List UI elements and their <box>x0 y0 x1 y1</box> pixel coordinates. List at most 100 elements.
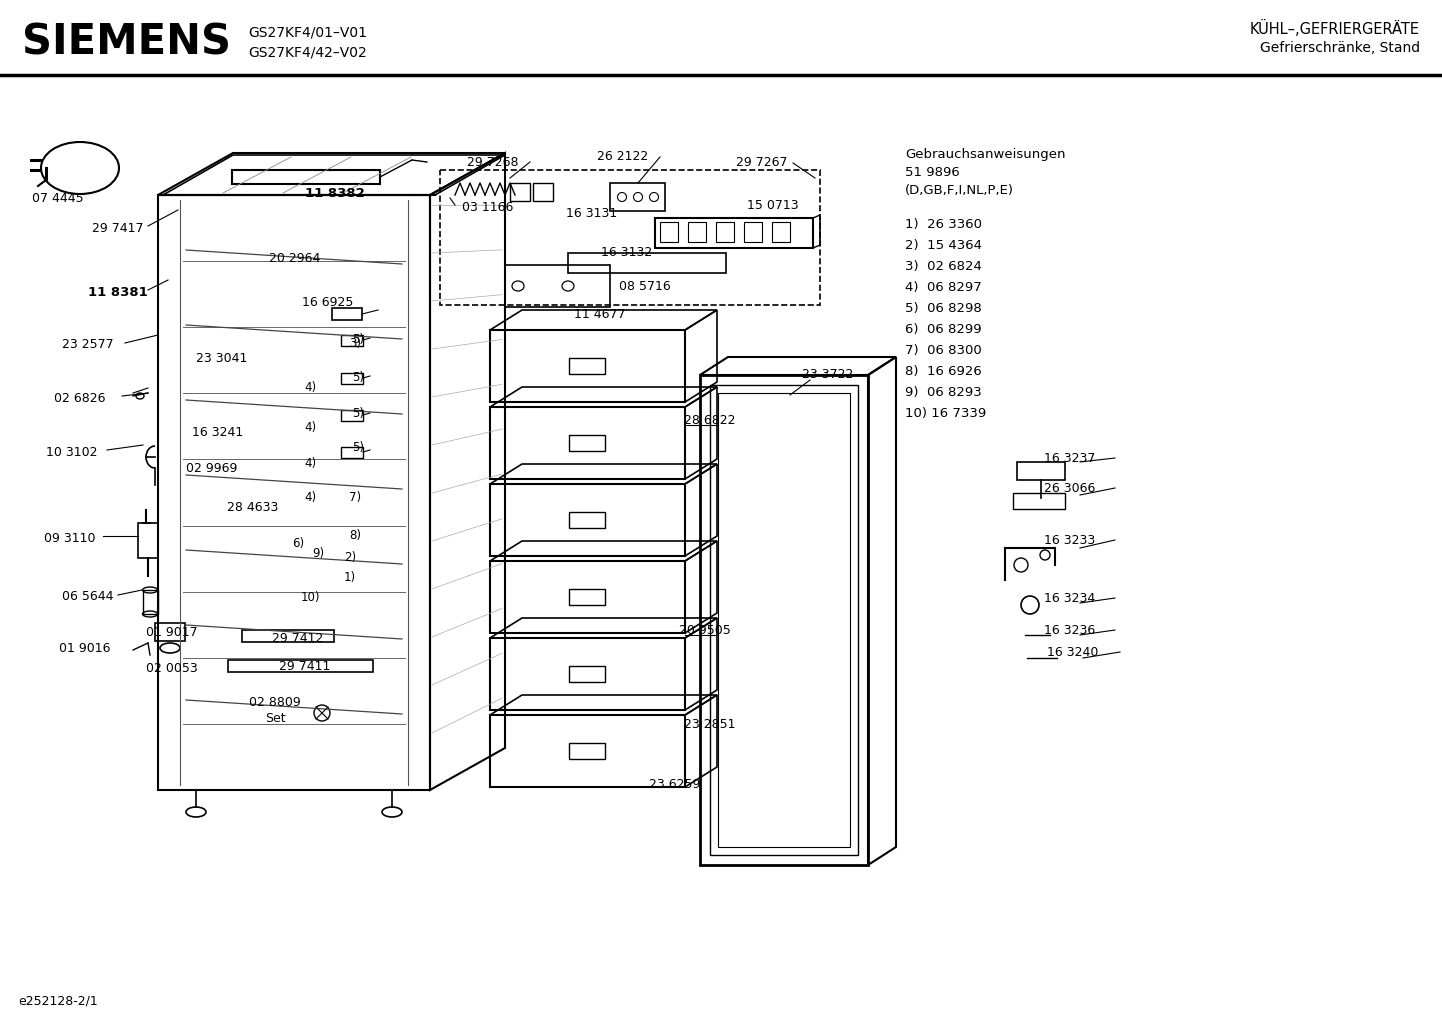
Bar <box>490 330 685 403</box>
Text: 6)  06 8299: 6) 06 8299 <box>906 323 982 336</box>
Text: 9)  06 8293: 9) 06 8293 <box>906 386 982 399</box>
Text: Set: Set <box>265 711 286 725</box>
Text: 01 9017: 01 9017 <box>146 627 198 640</box>
Text: 23 3722: 23 3722 <box>802 369 854 381</box>
Text: 4)  06 8297: 4) 06 8297 <box>906 281 982 294</box>
Bar <box>570 435 606 451</box>
Text: 3)  02 6824: 3) 02 6824 <box>906 260 982 273</box>
Text: 01 9016: 01 9016 <box>59 642 111 654</box>
Bar <box>242 630 335 642</box>
Bar <box>709 385 858 855</box>
Text: 23 3041: 23 3041 <box>196 352 248 365</box>
Bar <box>771 222 790 242</box>
Text: 16 3241: 16 3241 <box>192 426 244 438</box>
Text: 26 3066: 26 3066 <box>1044 482 1096 494</box>
Text: 20 9505: 20 9505 <box>679 624 731 637</box>
Text: 26 2122: 26 2122 <box>597 150 649 162</box>
Bar <box>159 195 430 790</box>
Text: 02 9969: 02 9969 <box>186 462 238 475</box>
Text: 02 6826: 02 6826 <box>55 391 105 405</box>
Text: 8)  16 6926: 8) 16 6926 <box>906 365 982 378</box>
Bar <box>440 170 820 305</box>
Text: 8): 8) <box>349 529 360 541</box>
Bar <box>655 218 813 248</box>
Text: 16 3132: 16 3132 <box>601 246 653 259</box>
Bar <box>570 589 606 605</box>
Text: 4): 4) <box>304 422 316 434</box>
Text: 16 3234: 16 3234 <box>1044 591 1096 604</box>
Text: 11 4677: 11 4677 <box>574 308 626 321</box>
Text: 28 4633: 28 4633 <box>228 500 278 514</box>
Text: e252128-2/1: e252128-2/1 <box>17 995 98 1008</box>
Text: 15 0713: 15 0713 <box>747 199 799 212</box>
Bar <box>490 561 685 633</box>
Text: 2)  15 4364: 2) 15 4364 <box>906 239 982 252</box>
Bar <box>1017 462 1066 480</box>
Text: SIEMENS: SIEMENS <box>22 21 231 63</box>
Text: 16 3236: 16 3236 <box>1044 624 1096 637</box>
Text: 07 4445: 07 4445 <box>32 192 84 205</box>
Text: 51 9896: 51 9896 <box>906 166 960 179</box>
Bar <box>699 375 868 865</box>
Bar <box>340 373 363 384</box>
Bar <box>660 222 678 242</box>
Text: 7)  06 8300: 7) 06 8300 <box>906 344 982 357</box>
Text: 23 2577: 23 2577 <box>62 338 114 352</box>
Text: 5): 5) <box>352 333 363 346</box>
Bar <box>154 623 185 641</box>
Text: 29 7417: 29 7417 <box>92 221 144 234</box>
Text: Gefrierschränke, Stand: Gefrierschränke, Stand <box>1260 41 1420 55</box>
Bar <box>570 358 606 374</box>
Bar <box>570 743 606 759</box>
Text: 16 3233: 16 3233 <box>1044 534 1096 546</box>
Text: 5): 5) <box>352 407 363 420</box>
Text: 28 6822: 28 6822 <box>685 414 735 427</box>
Bar <box>340 447 363 458</box>
Text: 06 5644: 06 5644 <box>62 590 114 603</box>
Text: 20 2964: 20 2964 <box>270 252 320 265</box>
Bar <box>340 410 363 421</box>
Text: 11 8382: 11 8382 <box>306 186 365 200</box>
Bar <box>490 715 685 787</box>
Bar <box>744 222 761 242</box>
Text: 16 6925: 16 6925 <box>303 297 353 310</box>
Text: 2): 2) <box>345 551 356 565</box>
Text: 10 3102: 10 3102 <box>46 446 98 460</box>
Text: 5): 5) <box>352 441 363 454</box>
Text: GS27KF4/42–V02: GS27KF4/42–V02 <box>248 45 366 59</box>
Bar <box>143 590 159 614</box>
Bar <box>505 265 610 307</box>
Text: 10) 16 7339: 10) 16 7339 <box>906 407 986 420</box>
Text: 16 3131: 16 3131 <box>567 207 617 219</box>
Bar <box>340 335 363 346</box>
Text: 29 7411: 29 7411 <box>280 659 330 673</box>
Bar <box>688 222 707 242</box>
Bar <box>570 512 606 528</box>
Text: 09 3110: 09 3110 <box>45 532 95 544</box>
Text: 23 2851: 23 2851 <box>685 718 735 732</box>
Text: 03 1166: 03 1166 <box>463 201 513 214</box>
Text: Gebrauchsanweisungen: Gebrauchsanweisungen <box>906 148 1066 161</box>
Text: 02 0053: 02 0053 <box>146 661 198 675</box>
Text: 23 6259: 23 6259 <box>649 779 701 792</box>
Text: 1)  26 3360: 1) 26 3360 <box>906 218 982 231</box>
Bar <box>717 222 734 242</box>
Text: 29 7268: 29 7268 <box>467 156 519 168</box>
Bar <box>568 253 725 273</box>
Text: 29 7267: 29 7267 <box>737 156 787 168</box>
Bar <box>718 393 849 847</box>
Bar <box>1012 493 1066 510</box>
Text: 08 5716: 08 5716 <box>619 280 671 293</box>
Text: (D,GB,F,I,NL,P,E): (D,GB,F,I,NL,P,E) <box>906 184 1014 197</box>
Bar <box>534 183 552 201</box>
Bar <box>610 183 665 211</box>
Text: 1): 1) <box>345 572 356 585</box>
Bar <box>510 183 531 201</box>
Text: 6): 6) <box>291 536 304 549</box>
Text: KÜHL–,GEFRIERGERÄTE: KÜHL–,GEFRIERGERÄTE <box>1250 19 1420 37</box>
Bar <box>490 484 685 556</box>
Bar <box>332 308 362 320</box>
Text: 10): 10) <box>300 591 320 604</box>
Text: 4): 4) <box>304 381 316 394</box>
Bar <box>228 660 373 672</box>
